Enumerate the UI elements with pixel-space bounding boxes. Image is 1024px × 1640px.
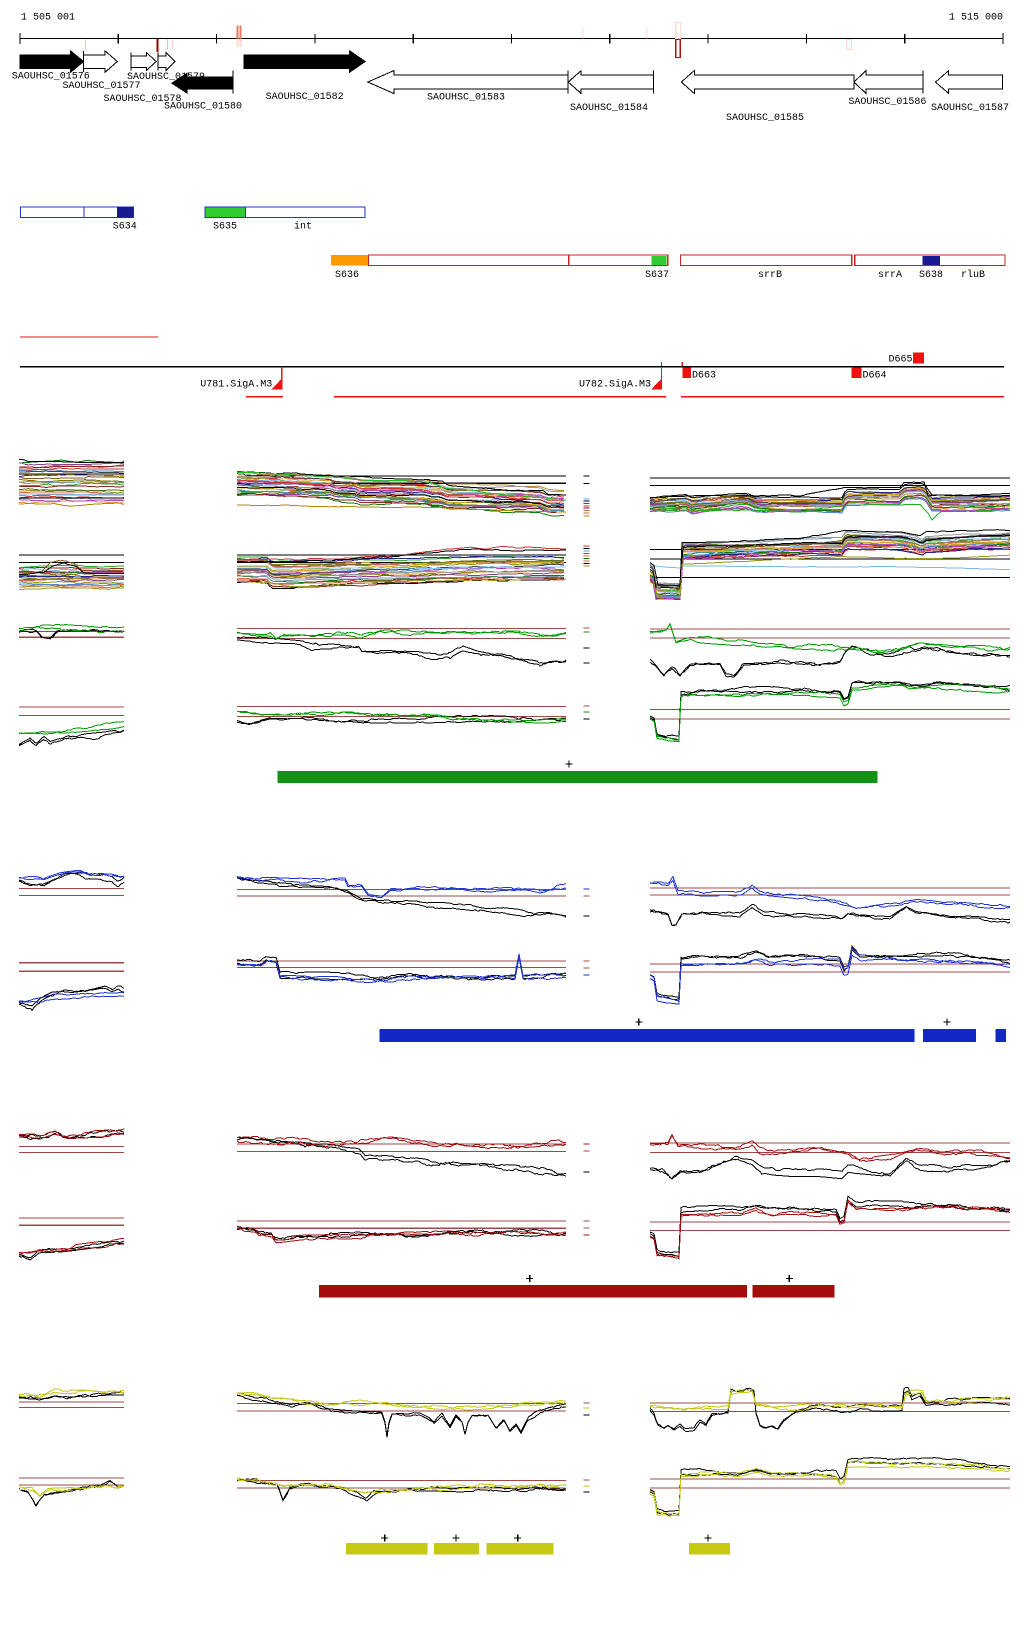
svg-text:SAOUHSC_01587: SAOUHSC_01587 xyxy=(931,103,1009,114)
svg-text:int: int xyxy=(294,221,312,233)
svg-text:S636: S636 xyxy=(335,270,359,281)
svg-text:U781.SigA.M3: U781.SigA.M3 xyxy=(200,379,272,391)
svg-text:srrB: srrB xyxy=(758,270,782,281)
svg-text:S634: S634 xyxy=(113,222,137,233)
svg-text:S637: S637 xyxy=(645,270,669,281)
svg-text:D664: D664 xyxy=(863,371,887,382)
svg-text:S638: S638 xyxy=(919,270,943,281)
svg-text:1 505 001: 1 505 001 xyxy=(21,13,75,24)
svg-text:1 515 000: 1 515 000 xyxy=(949,13,1003,24)
svg-text:SAOUHSC_01578: SAOUHSC_01578 xyxy=(104,94,182,105)
svg-text:U782.SigA.M3: U782.SigA.M3 xyxy=(579,379,651,391)
svg-text:SAOUHSC_01577: SAOUHSC_01577 xyxy=(63,81,141,92)
svg-text:D663: D663 xyxy=(692,371,716,382)
svg-text:SAOUHSC_01579: SAOUHSC_01579 xyxy=(127,72,205,83)
svg-text:SAOUHSC_01586: SAOUHSC_01586 xyxy=(848,97,926,108)
svg-text:rluB: rluB xyxy=(961,269,985,281)
svg-text:srrA: srrA xyxy=(878,270,902,281)
svg-text:D665: D665 xyxy=(888,355,912,366)
svg-text:SAOUHSC_01580: SAOUHSC_01580 xyxy=(164,102,242,113)
svg-text:SAOUHSC_01583: SAOUHSC_01583 xyxy=(427,93,505,104)
svg-text:SAOUHSC_01584: SAOUHSC_01584 xyxy=(570,103,648,114)
svg-text:SAOUHSC_01585: SAOUHSC_01585 xyxy=(726,113,804,124)
svg-text:S635: S635 xyxy=(213,222,237,233)
svg-text:SAOUHSC_01576: SAOUHSC_01576 xyxy=(12,72,90,83)
svg-text:SAOUHSC_01582: SAOUHSC_01582 xyxy=(266,92,344,103)
